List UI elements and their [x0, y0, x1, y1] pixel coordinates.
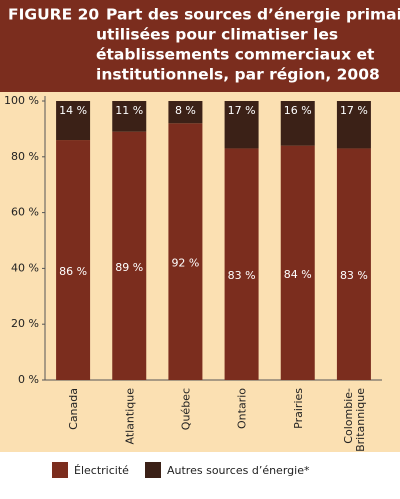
chart-title: utilisées pour climatiser les	[96, 26, 338, 44]
legend-label: Autres sources d’énergie*	[167, 464, 310, 477]
chart-title: institutionnels, par région, 2008	[96, 66, 380, 84]
legend-swatch	[145, 462, 161, 478]
bar-segment	[168, 123, 203, 380]
bar-segment	[56, 101, 91, 141]
legend-label: Électricité	[74, 464, 129, 477]
value-label: 92 %	[171, 257, 199, 270]
x-tick-label: Canada	[67, 388, 80, 430]
bar-segment	[112, 101, 147, 132]
value-label: 14 %	[59, 104, 87, 117]
y-tick-label: 40 %	[11, 261, 39, 274]
value-label: 84 %	[284, 268, 312, 281]
value-label: 17 %	[228, 104, 256, 117]
figure-label: FIGURE 20	[8, 6, 99, 24]
bar-segment	[336, 101, 371, 149]
x-tick-label-line: Québec	[179, 388, 192, 430]
x-tick-label: Québec	[179, 388, 192, 430]
bar-segment	[280, 101, 315, 146]
x-tick-label-line: Ontario	[236, 388, 249, 429]
y-tick-label: 0 %	[18, 373, 39, 386]
bar-segment	[336, 148, 371, 380]
chart-title: Part des sources d’énergie primaires	[106, 6, 400, 24]
x-tick-label-line: Colombie-	[342, 388, 355, 444]
x-tick-label-line: Canada	[67, 388, 80, 430]
bar-segment	[112, 131, 147, 380]
value-label: 16 %	[284, 104, 312, 117]
bar-segment	[224, 148, 259, 380]
x-tick-label-line: Britannique	[354, 388, 367, 452]
x-tick-label: Ontario	[236, 388, 249, 429]
bar-segment	[224, 101, 259, 149]
bar-segment	[280, 145, 315, 380]
header-band	[0, 0, 400, 92]
x-tick-label-line: Atlantique	[123, 388, 136, 445]
x-tick-label-line: Prairies	[292, 388, 305, 429]
legend-swatch	[52, 462, 68, 478]
y-tick-label: 20 %	[11, 317, 39, 330]
y-tick-label: 100 %	[4, 94, 39, 107]
y-tick-label: 80 %	[11, 150, 39, 163]
chart-title: établissements commerciaux et	[96, 46, 375, 64]
value-label: 86 %	[59, 265, 87, 278]
x-tick-label: Colombie-Britannique	[342, 388, 367, 452]
value-label: 17 %	[340, 104, 368, 117]
bar-segment	[168, 101, 203, 124]
value-label: 11 %	[115, 104, 143, 117]
value-label: 8 %	[175, 104, 196, 117]
bar-segment	[56, 140, 91, 380]
x-tick-label: Atlantique	[123, 388, 136, 445]
value-label: 83 %	[228, 269, 256, 282]
value-label: 89 %	[115, 261, 143, 274]
y-tick-label: 60 %	[11, 206, 39, 219]
value-label: 83 %	[340, 269, 368, 282]
x-tick-label: Prairies	[292, 388, 305, 429]
